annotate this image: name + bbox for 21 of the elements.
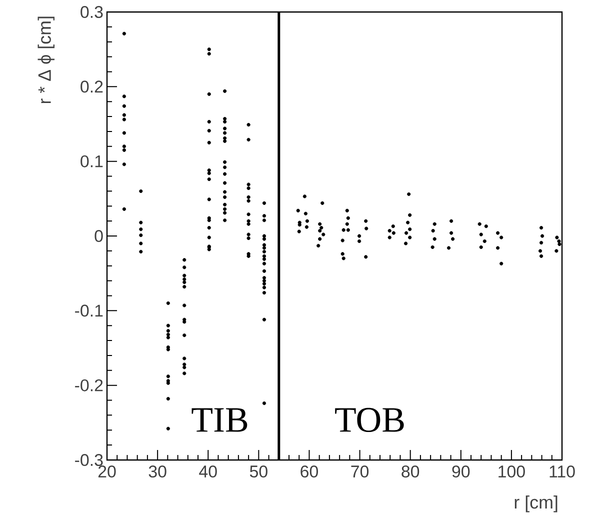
x-tick-label: 100 bbox=[498, 466, 525, 478]
x-axis-title: r [cm] bbox=[514, 496, 558, 512]
y-tick-label: 0.1 bbox=[80, 155, 103, 168]
x-tick-label: 80 bbox=[402, 466, 420, 478]
y-tick-label: 0 bbox=[94, 230, 103, 242]
y-tick-label: -0.2 bbox=[75, 379, 103, 392]
annotation: TIB bbox=[192, 408, 248, 432]
x-tick-label: 110 bbox=[550, 466, 575, 478]
x-tick-label: 90 bbox=[452, 466, 470, 478]
y-axis-title: r * Δ ϕ [cm] bbox=[38, 16, 54, 104]
x-tick-label: 50 bbox=[250, 466, 268, 478]
y-tick-label: 0.3 bbox=[80, 6, 103, 18]
y-tick-label: -0.1 bbox=[75, 304, 103, 317]
annotation: TOB bbox=[335, 408, 404, 432]
y-tick-label: -0.3 bbox=[75, 454, 103, 466]
x-tick-label: 60 bbox=[300, 466, 318, 478]
x-tick-label: 70 bbox=[351, 466, 369, 478]
x-tick-label: 40 bbox=[199, 466, 217, 478]
y-tick-label: 0.2 bbox=[80, 80, 103, 93]
x-tick-label: 30 bbox=[148, 466, 166, 478]
x-tick-label: 20 bbox=[98, 466, 116, 478]
